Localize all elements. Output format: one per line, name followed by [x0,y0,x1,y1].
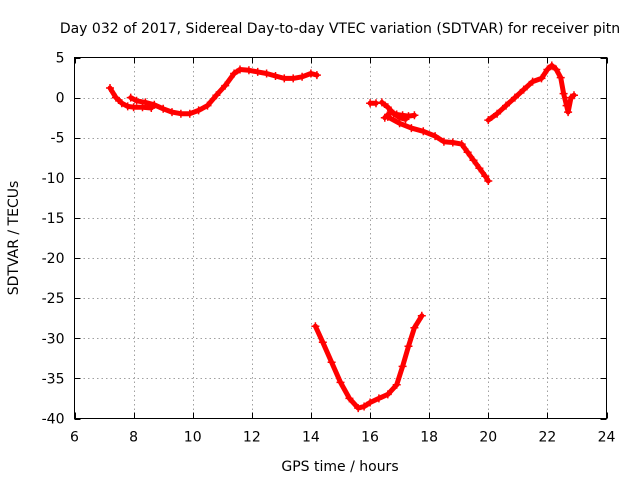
axis-ticks [75,58,608,420]
x-tick-label: 14 [302,430,320,446]
series-arc-2 [131,70,317,114]
x-tick-label: 22 [538,430,556,446]
plot-frame [75,58,607,419]
y-tick-label: -10 [42,171,65,187]
y-tick-label: 0 [56,91,65,107]
y-tick-label: -20 [42,251,65,267]
chart-title: Day 032 of 2017, Sidereal Day-to-day VTE… [60,21,620,37]
x-tick-label: 20 [479,430,497,446]
x-tick-label: 18 [420,430,438,446]
data-series [106,62,578,413]
x-axis-label: GPS time / hours [281,459,398,475]
x-tick-label: 6 [70,430,79,446]
y-axis-label: SDTVAR / TECUs [6,181,22,296]
y-tick-label: -40 [42,412,65,428]
y-tick-label: -35 [42,371,65,387]
x-tick-label: 12 [243,430,261,446]
chart: 6 8 10 12 14 16 18 20 22 24 5 0 -5 -10 -15 -20 -25 -30 -35… [0,0,640,480]
grid-lines [75,58,607,419]
x-tick-label: 10 [184,430,202,446]
y-tick-label: 5 [56,51,65,67]
data-point-marker [372,99,380,107]
y-tick-label: -25 [42,291,65,307]
y-tick-label: -5 [51,131,65,147]
series-arc-6 [388,117,489,181]
y-tick-label: -30 [42,331,65,347]
x-tick-label: 16 [361,430,379,446]
x-tick-label: 24 [598,430,616,446]
x-tick-label: 8 [129,430,138,446]
y-tick-label: -15 [42,211,65,227]
